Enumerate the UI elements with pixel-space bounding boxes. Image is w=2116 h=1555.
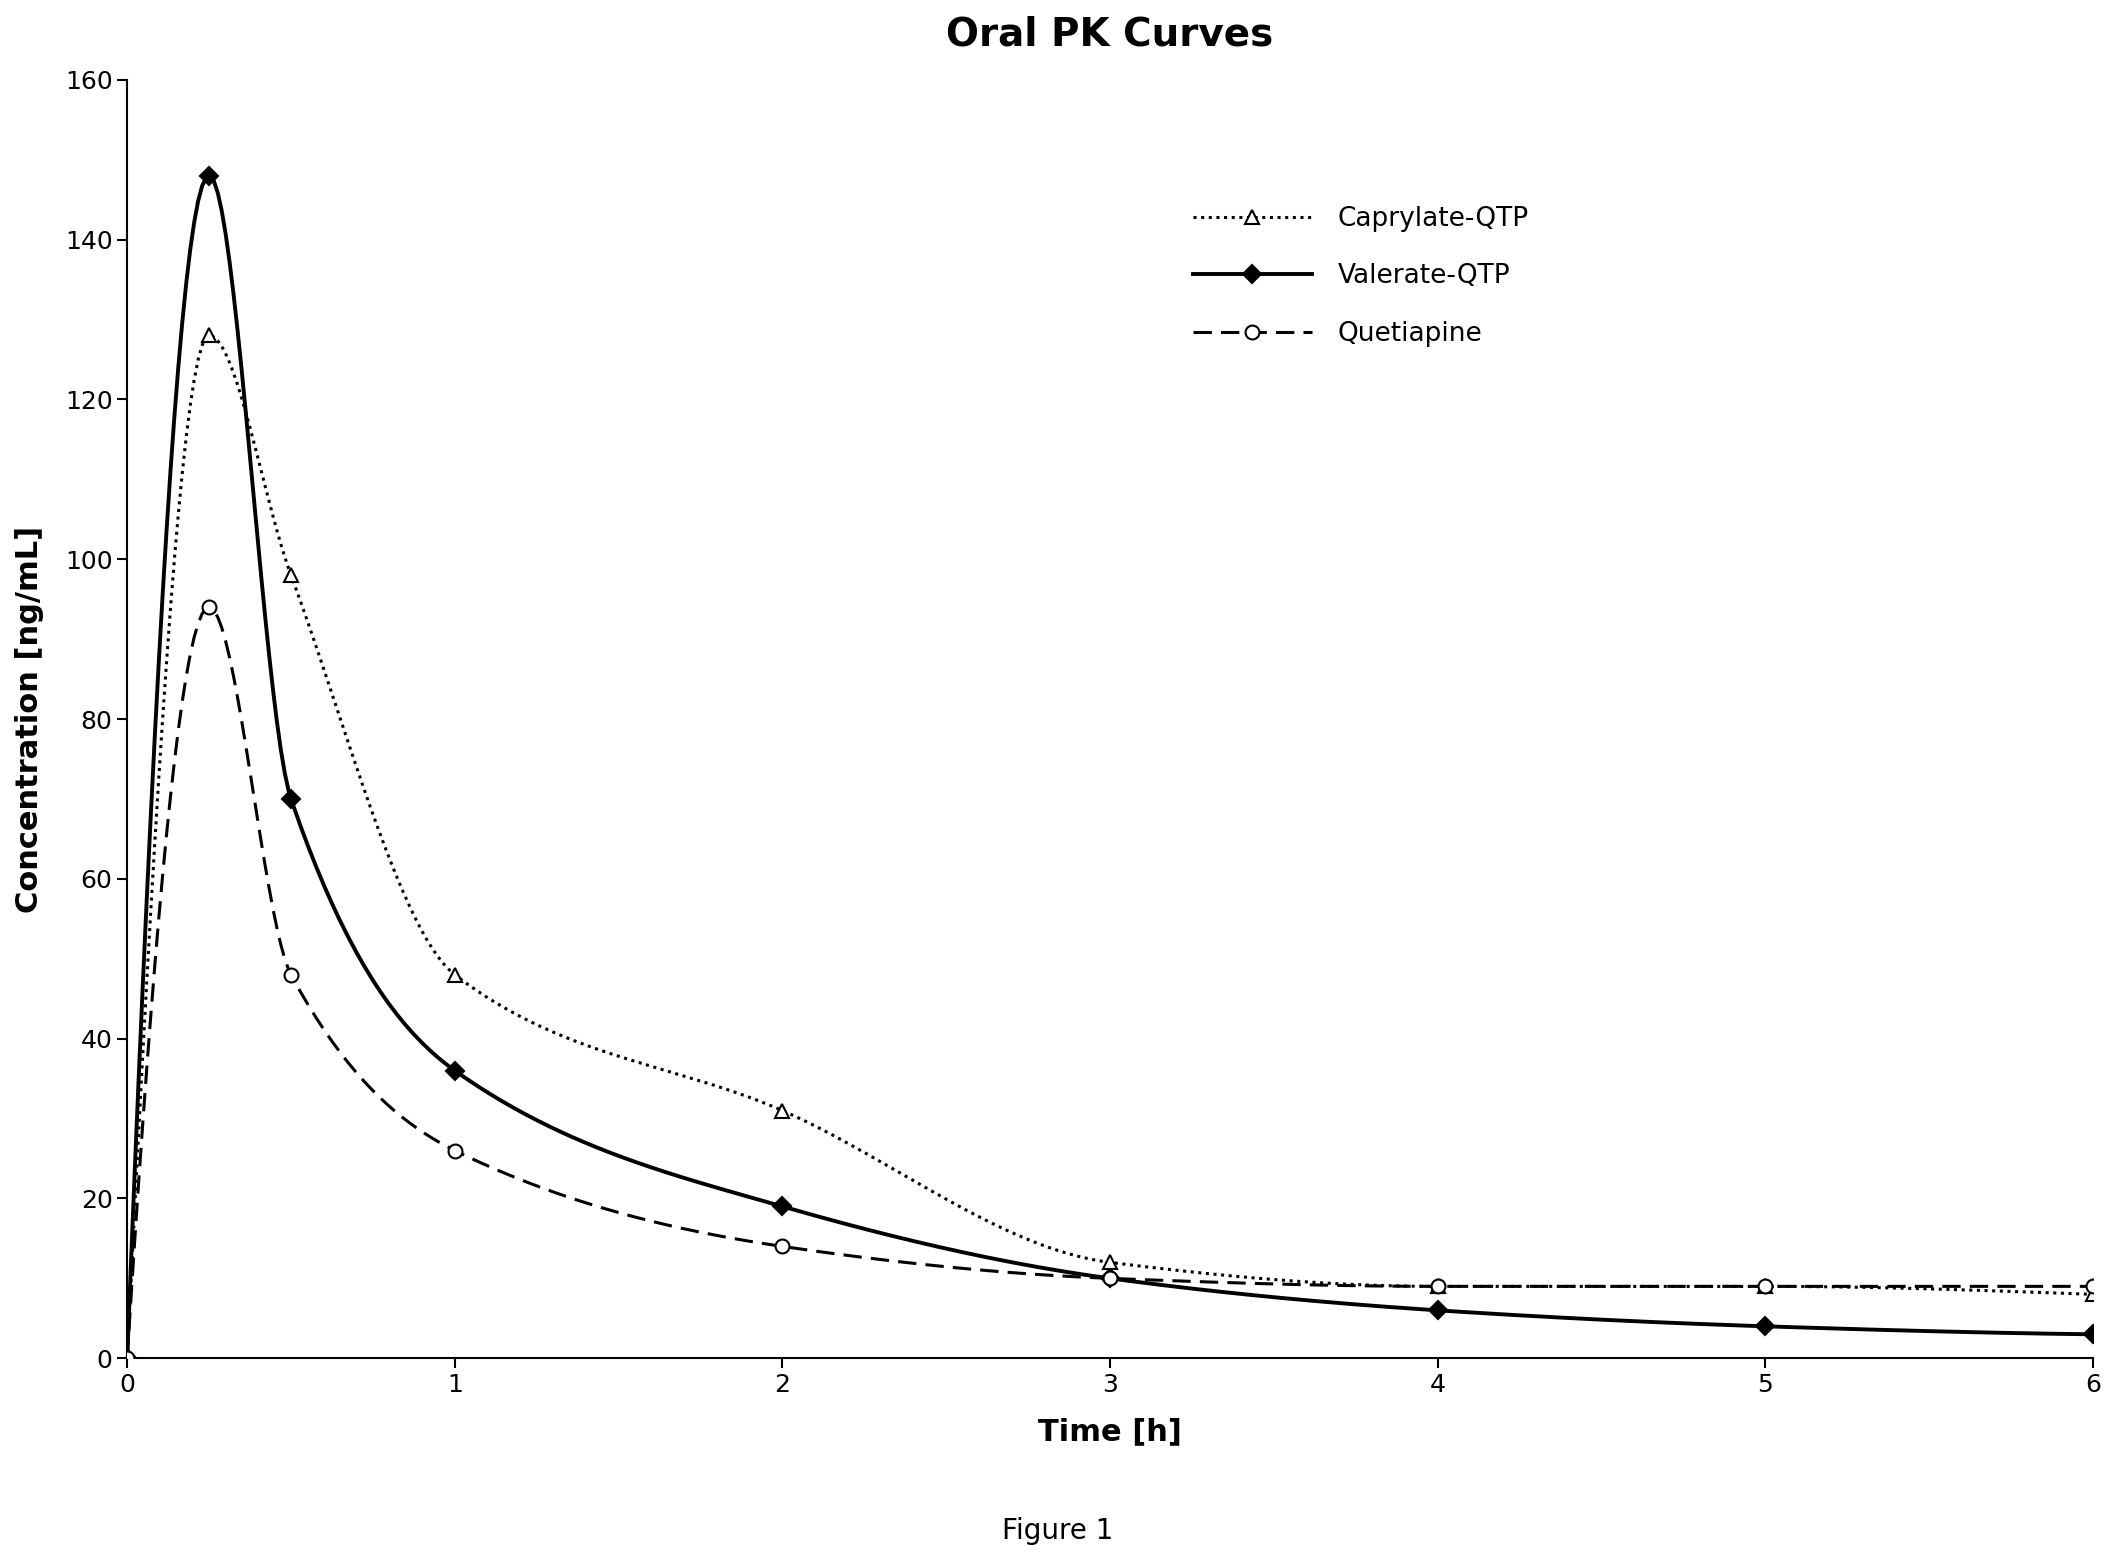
Caprylate-QTP: [1098, 1253, 1124, 1272]
Valerate-QTP: [279, 790, 305, 809]
Line: Caprylate-QTP: Caprylate-QTP: [121, 328, 2099, 1365]
Quetiapine: [279, 966, 305, 984]
Legend: Caprylate-QTP, Valerate-QTP, Quetiapine: Caprylate-QTP, Valerate-QTP, Quetiapine: [1183, 196, 1540, 358]
Caprylate-QTP: [114, 1348, 140, 1367]
Valerate-QTP: [1752, 1317, 1777, 1336]
X-axis label: Time [h]: Time [h]: [1039, 1418, 1183, 1446]
Caprylate-QTP: [770, 1101, 796, 1120]
Line: Quetiapine: Quetiapine: [121, 600, 2099, 1365]
Quetiapine: [197, 597, 222, 616]
Quetiapine: [1098, 1269, 1124, 1288]
Quetiapine: [1752, 1277, 1777, 1295]
Title: Oral PK Curves: Oral PK Curves: [946, 16, 1274, 53]
Valerate-QTP: [1424, 1302, 1449, 1320]
Valerate-QTP: [770, 1197, 796, 1216]
Quetiapine: [1424, 1277, 1449, 1295]
Valerate-QTP: [197, 166, 222, 185]
Valerate-QTP: [2080, 1325, 2105, 1344]
Valerate-QTP: [442, 1061, 468, 1079]
Quetiapine: [114, 1348, 140, 1367]
Quetiapine: [2080, 1277, 2105, 1295]
Caprylate-QTP: [442, 966, 468, 984]
Valerate-QTP: [1098, 1269, 1124, 1288]
Caprylate-QTP: [1424, 1277, 1449, 1295]
Line: Valerate-QTP: Valerate-QTP: [121, 169, 2099, 1365]
Caprylate-QTP: [279, 566, 305, 585]
Caprylate-QTP: [1752, 1277, 1777, 1295]
Quetiapine: [770, 1238, 796, 1256]
Caprylate-QTP: [197, 327, 222, 345]
Caprylate-QTP: [2080, 1284, 2105, 1303]
Y-axis label: Concentration [ng/mL]: Concentration [ng/mL]: [15, 526, 44, 913]
Text: Figure 1: Figure 1: [1003, 1518, 1113, 1546]
Valerate-QTP: [114, 1348, 140, 1367]
Quetiapine: [442, 1141, 468, 1160]
